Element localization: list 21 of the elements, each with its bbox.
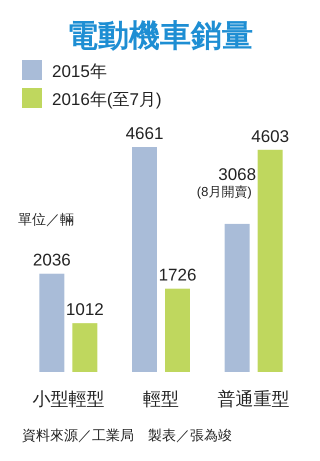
- legend-label: 2016年(至7月): [52, 90, 162, 109]
- source-note: 資料來源／工業局 製表／張為竣: [22, 427, 232, 443]
- chart-title: 電動機車銷量: [67, 18, 253, 53]
- bar: [224, 224, 250, 372]
- x-tick-label: 小型輕型: [32, 389, 104, 409]
- bar: [165, 288, 190, 372]
- x-tick-label: 輕型: [143, 389, 179, 409]
- annotation: 單位／輛: [18, 211, 74, 227]
- data-label: 2036: [32, 250, 71, 270]
- bar: [39, 274, 64, 372]
- data-label: 1726: [158, 266, 196, 285]
- bar: [72, 323, 98, 372]
- bar: [132, 147, 157, 372]
- data-label: 4603: [251, 126, 290, 146]
- legend-label: 2015年: [52, 62, 107, 81]
- annotation: (8月開賣): [196, 184, 252, 199]
- data-label: 4661: [126, 124, 164, 143]
- data-label: 3068: [218, 164, 256, 184]
- x-tick-label: 普通重型: [218, 389, 290, 409]
- data-label: 1012: [66, 300, 104, 320]
- bar: [258, 150, 283, 372]
